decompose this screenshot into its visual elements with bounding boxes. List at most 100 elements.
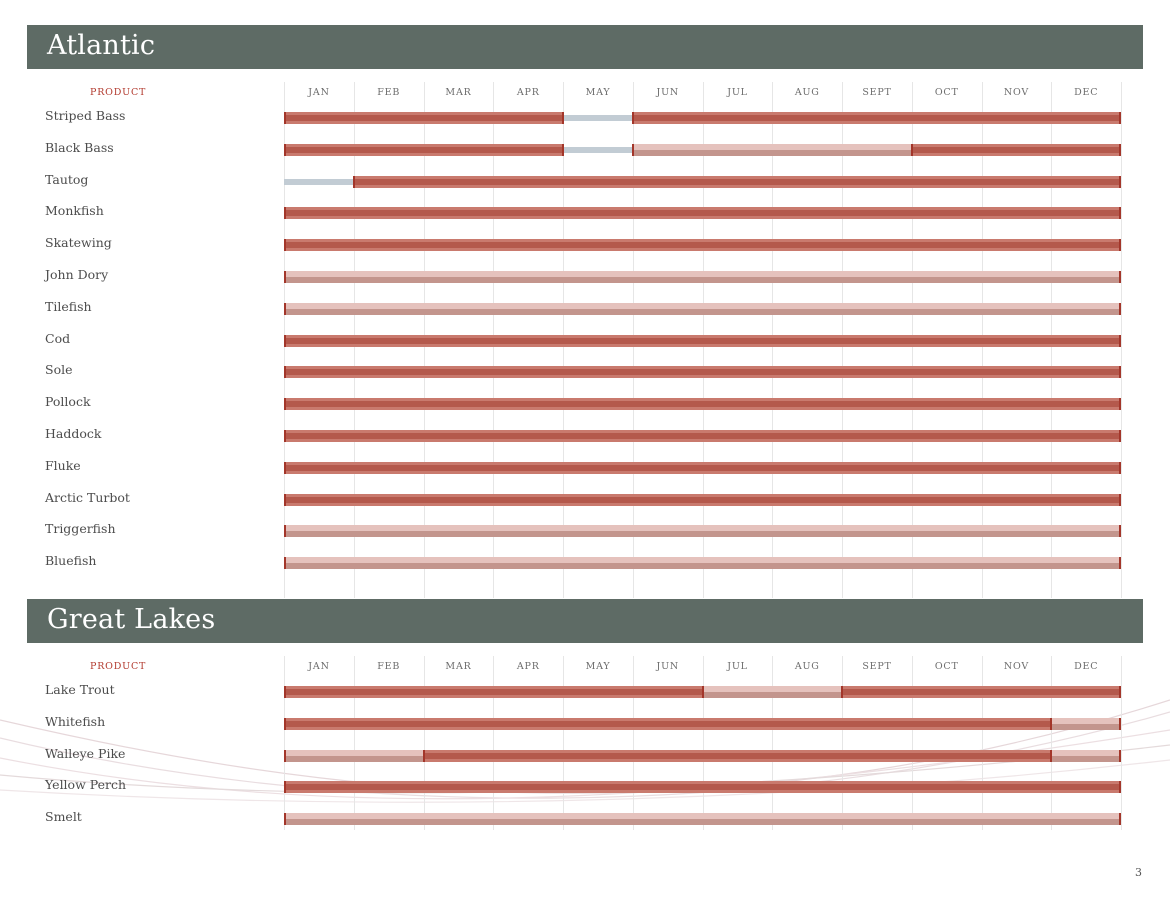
product-name: Monkfish — [45, 203, 104, 219]
month-header: MAR — [445, 661, 472, 672]
season-boundary-tick — [701, 686, 704, 698]
season-boundary-tick — [284, 749, 286, 762]
season-bar-peak — [284, 686, 703, 698]
product-name: Fluke — [45, 457, 81, 473]
season-bar-avail — [284, 813, 1121, 826]
product-name: Walleye Pike — [45, 745, 126, 761]
month-header: MAY — [585, 87, 611, 98]
season-bar-avail — [284, 302, 1121, 315]
season-bar-avail — [284, 271, 1121, 283]
month-header: MAY — [585, 661, 611, 672]
month-header: JUL — [727, 661, 748, 672]
grid-line — [1121, 82, 1122, 598]
season-bar-peak — [284, 334, 1121, 347]
product-name: John Dory — [45, 267, 109, 282]
product-row: Walleye Pike — [0, 746, 1170, 768]
month-header: NOV — [1003, 87, 1030, 98]
product-name: Sole — [45, 362, 73, 378]
grid-line — [1051, 656, 1053, 830]
month-header: DEC — [1074, 661, 1099, 672]
season-boundary-tick — [1119, 686, 1121, 698]
product-row: Whitefish — [0, 714, 1170, 736]
section-banner: Atlantic — [27, 25, 1143, 69]
month-header: AUG — [794, 661, 820, 672]
season-boundary-tick — [562, 143, 564, 156]
season-boundary-tick — [1050, 749, 1053, 762]
season-boundary-tick — [284, 334, 286, 347]
section-title: Great Lakes — [47, 604, 216, 635]
month-header: FEB — [377, 661, 401, 672]
season-bar-peak — [423, 749, 1052, 762]
season-bar-peak — [911, 143, 1121, 156]
product-name: Triggerfish — [45, 521, 116, 537]
season-bar-peak — [842, 686, 1121, 698]
season-boundary-tick — [284, 557, 286, 570]
grid-line — [772, 656, 774, 830]
month-header: FEB — [377, 87, 401, 98]
month-header: NOV — [1003, 661, 1030, 672]
product-name: Whitefish — [45, 713, 106, 729]
product-row: Haddock — [0, 426, 1170, 448]
product-name: Tautog — [45, 171, 89, 187]
season-boundary-tick — [1119, 717, 1121, 730]
product-row: Monkfish — [0, 203, 1170, 225]
season-bar-peak — [284, 461, 1121, 474]
product-row: Tautog — [0, 172, 1170, 194]
season-boundary-tick — [284, 143, 286, 156]
product-name: Skatewing — [45, 235, 112, 251]
season-boundary-tick — [422, 749, 425, 762]
season-boundary-tick — [1119, 813, 1121, 826]
product-name: Striped Bass — [45, 108, 126, 123]
season-boundary-tick — [284, 493, 286, 506]
season-boundary-tick — [1119, 525, 1121, 538]
grid-line — [563, 656, 564, 830]
season-boundary-tick — [1119, 430, 1121, 442]
season-boundary-tick — [284, 813, 286, 826]
season-bar-peak — [284, 430, 1121, 442]
season-bar-avail — [702, 686, 842, 698]
month-header: AUG — [794, 87, 820, 98]
season-boundary-tick — [1119, 781, 1121, 794]
month-header: JUN — [656, 87, 680, 98]
grid-line — [423, 656, 425, 830]
season-boundary-tick — [1119, 398, 1121, 411]
month-header: MAR — [445, 87, 472, 98]
season-bar-avail — [284, 525, 1121, 538]
product-row: Lake Trout — [0, 682, 1170, 704]
month-header: JAN — [308, 661, 330, 672]
season-boundary-tick — [284, 525, 286, 538]
season-bar-peak — [284, 366, 1121, 379]
season-boundary-tick — [1119, 239, 1121, 252]
season-bar-peak — [284, 112, 563, 124]
season-boundary-tick — [1119, 334, 1121, 347]
season-bar-avail — [284, 557, 1121, 570]
season-boundary-tick — [284, 239, 286, 252]
season-boundary-tick — [284, 366, 286, 379]
month-header: APR — [516, 87, 540, 98]
season-bar-out — [284, 178, 354, 185]
product-column-header: PRODUCT — [90, 87, 147, 98]
season-boundary-tick — [284, 112, 286, 124]
grid-line — [842, 656, 843, 830]
month-header: JAN — [308, 87, 330, 98]
season-bar-peak — [284, 493, 1121, 506]
month-header: SEPT — [862, 661, 892, 672]
month-header: JUL — [727, 87, 748, 98]
season-boundary-tick — [562, 112, 564, 124]
month-header: SEPT — [862, 87, 892, 98]
grid-line — [493, 656, 495, 830]
season-boundary-tick — [1119, 302, 1121, 315]
product-name: Bluefish — [45, 553, 97, 569]
product-row: Skatewing — [0, 235, 1170, 257]
season-boundary-tick — [284, 781, 286, 794]
season-boundary-tick — [284, 398, 286, 411]
grid-line — [632, 656, 634, 830]
season-bar-peak — [284, 207, 1121, 220]
season-bar-out — [563, 115, 633, 121]
season-boundary-tick — [910, 143, 913, 156]
season-boundary-tick — [1119, 112, 1121, 124]
product-name: Smelt — [45, 809, 82, 825]
season-bar-peak — [284, 143, 563, 156]
product-row: John Dory — [0, 267, 1170, 289]
season-boundary-tick — [284, 430, 286, 442]
